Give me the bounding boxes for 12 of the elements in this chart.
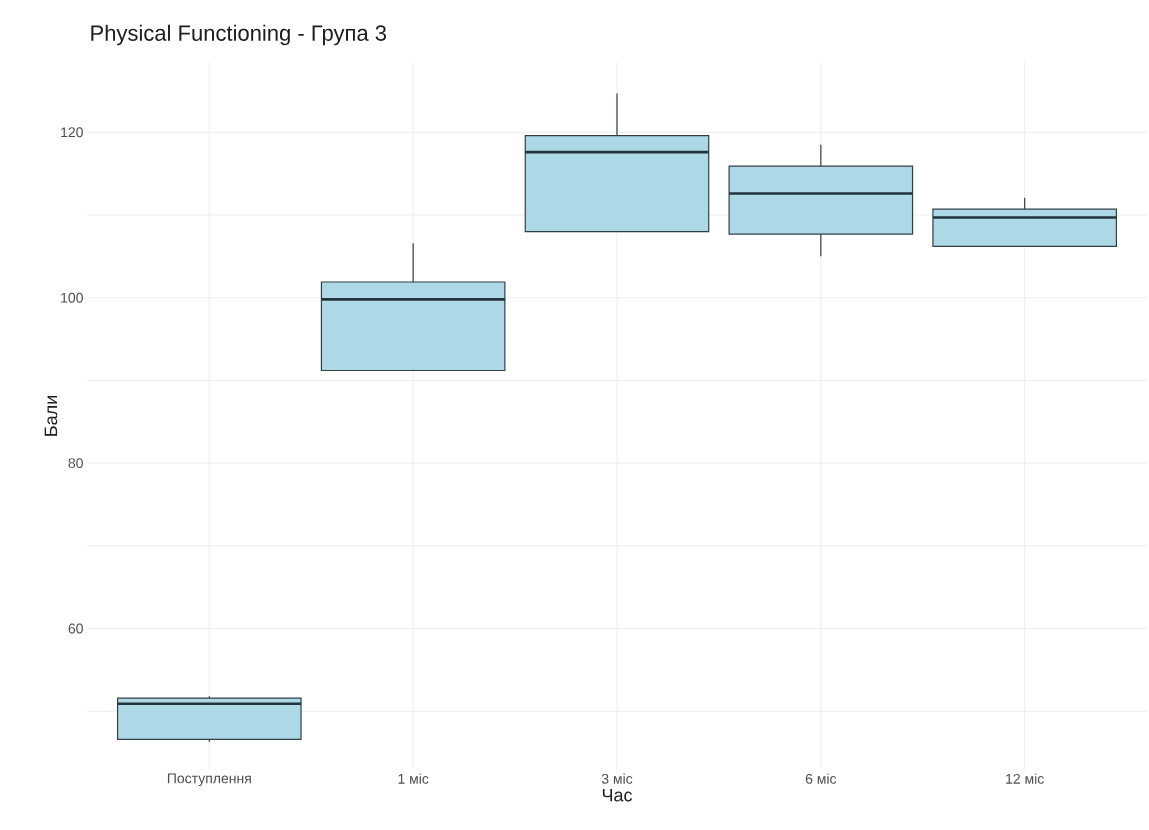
y-tick-label: 80	[68, 458, 83, 469]
x-tick-label: 1 міс	[398, 773, 429, 784]
x-tick-label: 12 міс	[1006, 773, 1044, 784]
x-tick-label: 3 міс	[601, 773, 633, 784]
y-tick-label: 100	[61, 292, 83, 303]
x-axis-title: Час	[602, 788, 633, 802]
y-axis-title: Бали	[44, 396, 58, 436]
y-tick-label: 120	[61, 127, 83, 138]
chart-title: Physical Functioning - Група 3	[91, 24, 387, 46]
x-tick-label: Поступлення	[167, 773, 251, 787]
y-tick-label: 60	[68, 623, 83, 634]
x-tick-label: 6 міс	[805, 773, 837, 784]
